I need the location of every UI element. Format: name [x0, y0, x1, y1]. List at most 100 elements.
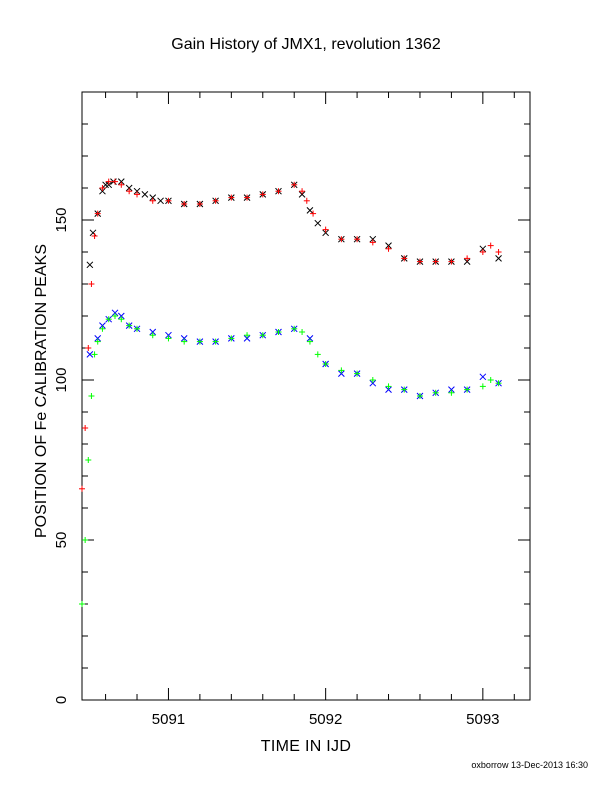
- data-point: [89, 229, 97, 237]
- data-point: [275, 188, 282, 195]
- data-point-stroke: [463, 258, 471, 265]
- data-point: [86, 261, 94, 269]
- data-point: [85, 345, 92, 351]
- data-point: [416, 258, 423, 265]
- data-point-stroke: [165, 331, 172, 339]
- data-point: [212, 197, 219, 204]
- data-point: [385, 245, 392, 252]
- data-point: [112, 313, 119, 319]
- data-point: [244, 194, 251, 201]
- data-marks: [79, 178, 502, 607]
- data-point: [322, 226, 329, 233]
- data-point-stroke: [149, 328, 157, 336]
- y-tick-label: 100: [53, 367, 70, 392]
- data-point: [306, 335, 314, 342]
- data-point: [157, 197, 164, 205]
- data-point: [85, 457, 92, 463]
- data-point: [118, 181, 125, 188]
- data-point: [82, 425, 89, 431]
- data-point: [165, 335, 172, 342]
- data-point: [125, 184, 133, 192]
- data-point: [99, 187, 106, 195]
- data-point: [338, 370, 345, 377]
- data-point: [149, 332, 156, 339]
- data-point: [291, 181, 298, 188]
- data-point: [479, 383, 486, 390]
- data-point: [91, 233, 98, 239]
- data-point: [111, 309, 119, 317]
- data-point: [112, 178, 119, 185]
- data-point-stroke: [102, 181, 109, 189]
- data-point: [369, 379, 377, 387]
- x-axis-label: TIME IN IJD: [260, 738, 352, 755]
- data-point: [322, 361, 329, 367]
- data-point: [196, 338, 203, 345]
- data-point: [464, 255, 471, 262]
- data-point: [94, 210, 101, 217]
- data-point: [338, 236, 345, 243]
- data-point-stroke: [243, 335, 251, 342]
- data-point-stroke: [306, 335, 314, 342]
- data-point: [487, 377, 494, 383]
- data-point: [432, 258, 439, 265]
- data-point: [479, 245, 487, 253]
- data-point-stroke: [479, 245, 487, 253]
- data-point: [354, 370, 361, 377]
- data-point: [181, 338, 188, 345]
- data-point: [314, 219, 322, 227]
- data-point: [228, 335, 235, 342]
- data-point: [448, 386, 455, 393]
- plot-frame: [81, 91, 531, 701]
- data-point: [88, 281, 95, 287]
- data-point: [196, 201, 203, 207]
- data-point-stroke: [322, 229, 330, 237]
- data-point: [310, 210, 317, 217]
- data-point: [369, 377, 376, 383]
- data-point-stroke: [105, 181, 113, 189]
- data-point-stroke: [86, 261, 94, 269]
- data-point: [243, 335, 251, 342]
- x-tick-label: 5091: [152, 711, 185, 728]
- data-point: [117, 178, 125, 185]
- data-point-stroke: [133, 187, 141, 195]
- data-point: [275, 329, 282, 335]
- data-point: [133, 187, 141, 195]
- data-point: [149, 194, 157, 201]
- data-point: [464, 386, 471, 393]
- data-point: [385, 383, 392, 390]
- data-point: [354, 236, 361, 243]
- data-point: [495, 380, 502, 387]
- data-point: [338, 367, 345, 374]
- data-point: [117, 312, 125, 320]
- data-point-stroke: [369, 235, 377, 243]
- data-point: [105, 316, 112, 323]
- data-point-stroke: [495, 255, 502, 262]
- data-point-stroke: [117, 178, 125, 185]
- data-point-stroke: [385, 242, 392, 249]
- data-point-stroke: [157, 197, 164, 205]
- y-tick-label: 150: [53, 207, 70, 232]
- data-point: [126, 322, 133, 329]
- data-point: [495, 249, 502, 255]
- data-point: [369, 239, 376, 246]
- data-point-stroke: [94, 335, 102, 342]
- data-point: [299, 329, 306, 335]
- data-point: [385, 242, 392, 249]
- data-point: [479, 249, 486, 255]
- data-point: [94, 335, 102, 342]
- data-point: [306, 207, 314, 214]
- data-point: [99, 322, 106, 329]
- y-tick-label: 0: [53, 696, 70, 704]
- data-point: [322, 229, 330, 237]
- data-point: [99, 325, 106, 332]
- data-point: [401, 386, 408, 393]
- data-point-stroke: [99, 187, 106, 195]
- data-point: [88, 393, 95, 399]
- data-point-stroke: [149, 194, 157, 201]
- data-point: [244, 332, 251, 339]
- data-point-stroke: [111, 309, 119, 317]
- data-point: [306, 338, 313, 345]
- data-point: [86, 351, 94, 358]
- data-point-stroke: [141, 191, 149, 198]
